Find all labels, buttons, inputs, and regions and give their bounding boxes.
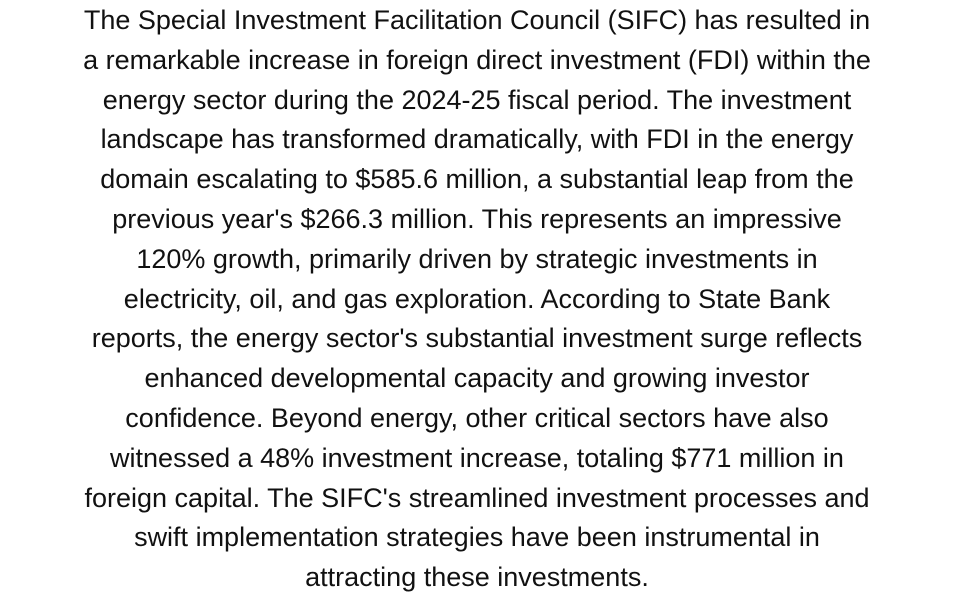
paragraph-line: domain escalating to $585.6 million, a s… xyxy=(100,164,854,195)
paragraph-line: a remarkable increase in foreign direct … xyxy=(83,44,871,75)
paragraph-line: swift implementation strategies have bee… xyxy=(134,522,820,553)
paragraph-line: landscape has transformed dramatically, … xyxy=(100,124,854,155)
paragraph-line: The Special Investment Facilitation Coun… xyxy=(83,5,871,35)
paragraph-line: attracting these investments. xyxy=(305,562,649,593)
paragraph-line: witnessed a 48% investment increase, tot… xyxy=(110,442,844,473)
paragraph-line: energy sector during the 2024-25 fiscal … xyxy=(102,84,852,115)
paragraph-line: foreign capital. The SIFC's streamlined … xyxy=(84,482,870,513)
paragraph-line: reports, the energy sector's substantial… xyxy=(91,323,863,354)
paragraph-line: previous year's $266.3 million. This rep… xyxy=(112,203,842,234)
article-paragraph: The Special Investment Facilitation Coun… xyxy=(10,1,944,598)
paragraph-line: confidence. Beyond energy, other critica… xyxy=(125,402,829,433)
paragraph-line: enhanced developmental capacity and grow… xyxy=(144,363,810,394)
paragraph-line: 120% growth, primarily driven by strateg… xyxy=(136,243,818,274)
paragraph-line: electricity, oil, and gas exploration. A… xyxy=(123,283,831,314)
